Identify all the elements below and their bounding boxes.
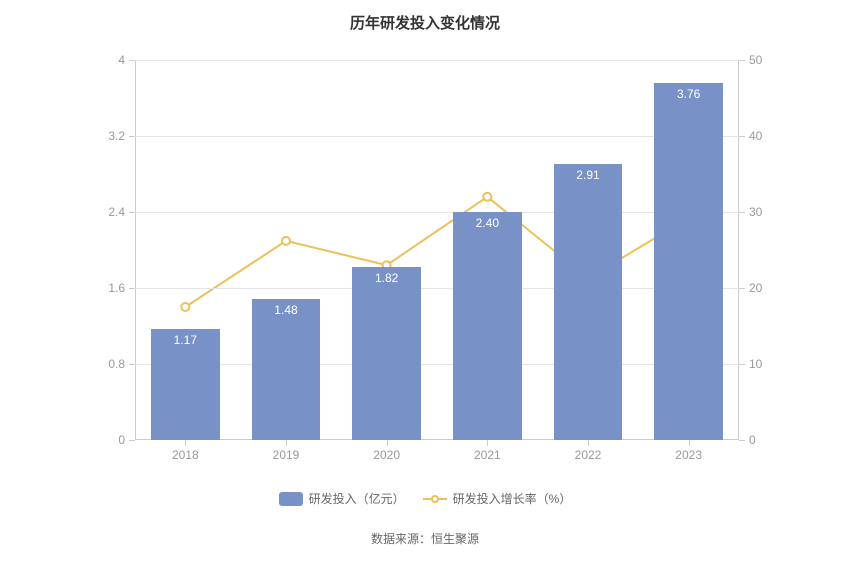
bar-value-label: 2.40 <box>476 216 499 230</box>
y-left-tick-mark <box>129 136 135 137</box>
x-tick-label: 2020 <box>373 440 400 462</box>
growth-line-marker[interactable] <box>181 303 189 311</box>
bar-value-label: 2.91 <box>576 168 599 182</box>
bar[interactable]: 1.48 <box>252 299 320 440</box>
chart-title: 历年研发投入变化情况 <box>0 12 850 33</box>
bar[interactable]: 2.40 <box>453 212 521 440</box>
y-right-tick-mark <box>739 364 745 365</box>
gridline <box>135 136 739 137</box>
y-left-tick-mark <box>129 60 135 61</box>
bar-value-label: 3.76 <box>677 87 700 101</box>
legend-item-bar[interactable]: 研发投入（亿元） <box>279 490 405 507</box>
growth-line-layer <box>135 60 739 440</box>
y-left-tick-mark <box>129 212 135 213</box>
y-right-tick-mark <box>739 288 745 289</box>
legend-bar-icon <box>279 492 303 506</box>
x-tick-label: 2021 <box>474 440 501 462</box>
gridline <box>135 212 739 213</box>
bar-value-label: 1.48 <box>274 303 297 317</box>
data-source: 数据来源：恒生聚源 <box>0 530 850 547</box>
legend-item-line[interactable]: 研发投入增长率（%） <box>423 490 572 507</box>
y-right-tick-mark <box>739 136 745 137</box>
x-tick-label: 2023 <box>675 440 702 462</box>
x-tick-label: 2019 <box>273 440 300 462</box>
plot-area: 000.8101.6202.4303.24045020181.1720191.4… <box>135 60 739 440</box>
growth-line-marker[interactable] <box>282 237 290 245</box>
legend-line-icon <box>423 492 447 506</box>
x-tick-label: 2022 <box>575 440 602 462</box>
growth-line-marker[interactable] <box>483 193 491 201</box>
bar-value-label: 1.17 <box>174 333 197 347</box>
gridline <box>135 60 739 61</box>
gridline <box>135 288 739 289</box>
y-right-tick-mark <box>739 60 745 61</box>
y-left-tick-mark <box>129 440 135 441</box>
gridline <box>135 364 739 365</box>
legend-line-label: 研发投入增长率（%） <box>453 490 572 507</box>
x-tick-label: 2018 <box>172 440 199 462</box>
bar[interactable]: 3.76 <box>654 83 722 440</box>
y-left-tick-mark <box>129 288 135 289</box>
legend: 研发投入（亿元） 研发投入增长率（%） <box>0 490 850 507</box>
bar[interactable]: 1.17 <box>151 329 219 440</box>
chart-container: 历年研发投入变化情况 000.8101.6202.4303.2404502018… <box>0 0 850 575</box>
y-right-tick-mark <box>739 212 745 213</box>
bar[interactable]: 1.82 <box>352 267 420 440</box>
legend-bar-label: 研发投入（亿元） <box>309 490 405 507</box>
bar[interactable]: 2.91 <box>554 164 622 440</box>
y-right-tick-mark <box>739 440 745 441</box>
bar-value-label: 1.82 <box>375 271 398 285</box>
y-left-tick-mark <box>129 364 135 365</box>
